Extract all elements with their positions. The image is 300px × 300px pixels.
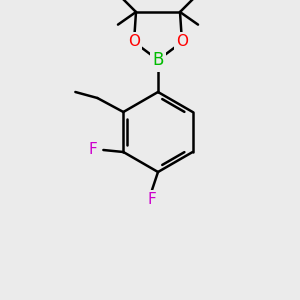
- Text: F: F: [148, 193, 156, 208]
- Text: O: O: [176, 34, 188, 50]
- Text: B: B: [152, 51, 164, 69]
- Text: O: O: [128, 34, 140, 50]
- Text: F: F: [89, 142, 98, 158]
